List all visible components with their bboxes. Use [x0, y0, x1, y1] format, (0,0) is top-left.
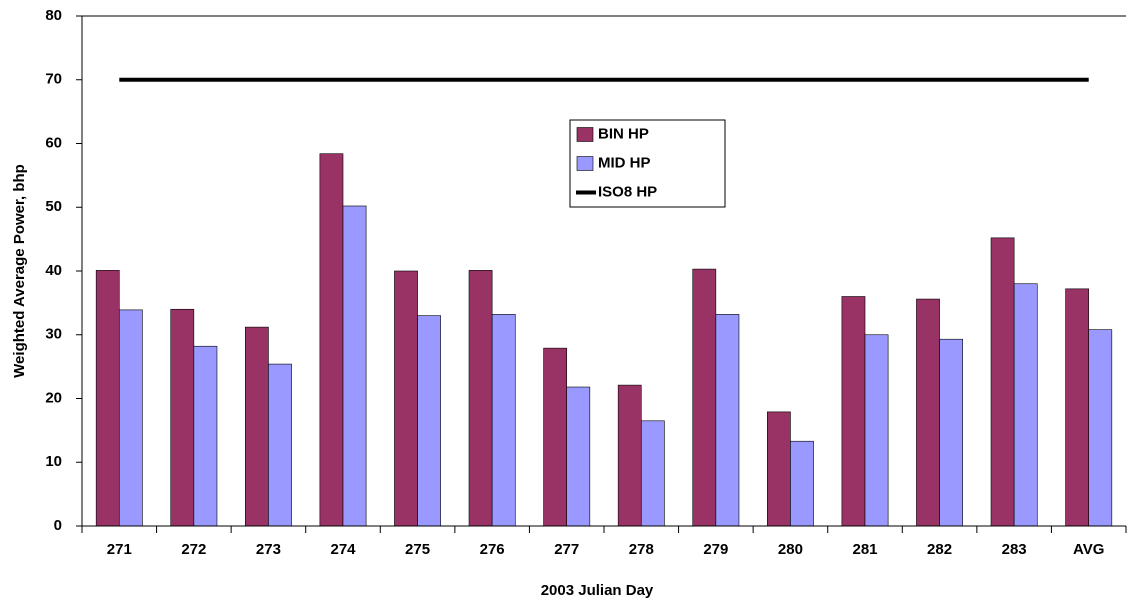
y-axis-title: Weighted Average Power, bhp [11, 164, 28, 378]
x-tick-label: 283 [1002, 541, 1027, 558]
y-tick-label: 70 [45, 71, 62, 88]
bar [990, 237, 1015, 527]
bar [939, 338, 963, 527]
bar [640, 420, 665, 527]
bar [170, 308, 195, 527]
bar [566, 386, 591, 527]
y-tick-label: 60 [45, 134, 62, 151]
bar [319, 153, 344, 527]
bar [1088, 329, 1113, 527]
legend-swatch [576, 127, 594, 142]
bar [491, 314, 516, 527]
bar [543, 347, 568, 527]
x-tick-label: 281 [852, 541, 877, 558]
bar [394, 270, 418, 527]
bar [342, 205, 367, 527]
x-tick-label: 282 [927, 541, 952, 558]
x-tick-label: AVG [1073, 541, 1104, 558]
legend-swatch [576, 156, 594, 171]
y-tick-label: 20 [45, 389, 62, 406]
x-axis-title: 2003 Julian Day [541, 582, 654, 599]
y-tick-label: 10 [45, 453, 62, 470]
bar [841, 296, 866, 527]
x-tick-label: 275 [405, 541, 430, 558]
y-tick-label: 0 [54, 517, 62, 534]
y-tick-label: 40 [45, 262, 62, 279]
bar [468, 270, 493, 527]
y-tick-label: 80 [45, 7, 62, 24]
legend-label: BIN HP [598, 125, 649, 142]
legend-label: MID HP [598, 154, 651, 171]
x-tick-label: 272 [181, 541, 206, 558]
bar [864, 334, 889, 527]
bar [715, 314, 740, 527]
x-tick-label: 276 [480, 541, 505, 558]
y-tick-label: 30 [45, 326, 62, 343]
bar [692, 268, 717, 527]
bar [916, 298, 940, 527]
x-tick-label: 273 [256, 541, 281, 558]
x-tick-label: 274 [330, 541, 356, 558]
bar [1065, 288, 1090, 527]
bar [268, 363, 292, 527]
y-tick-label: 50 [45, 198, 62, 215]
x-tick-label: 278 [629, 541, 654, 558]
bar [1013, 283, 1038, 527]
bar [767, 411, 791, 527]
bar [617, 384, 642, 527]
bar [790, 440, 814, 527]
x-tick-label: 280 [778, 541, 803, 558]
x-tick-label: 279 [703, 541, 728, 558]
bar [193, 345, 218, 527]
bar [417, 315, 441, 527]
bar [118, 309, 143, 527]
bar [245, 326, 269, 527]
x-tick-label: 277 [554, 541, 579, 558]
x-tick-label: 271 [107, 541, 132, 558]
bar [95, 270, 120, 527]
legend-label: ISO8 HP [598, 183, 657, 200]
